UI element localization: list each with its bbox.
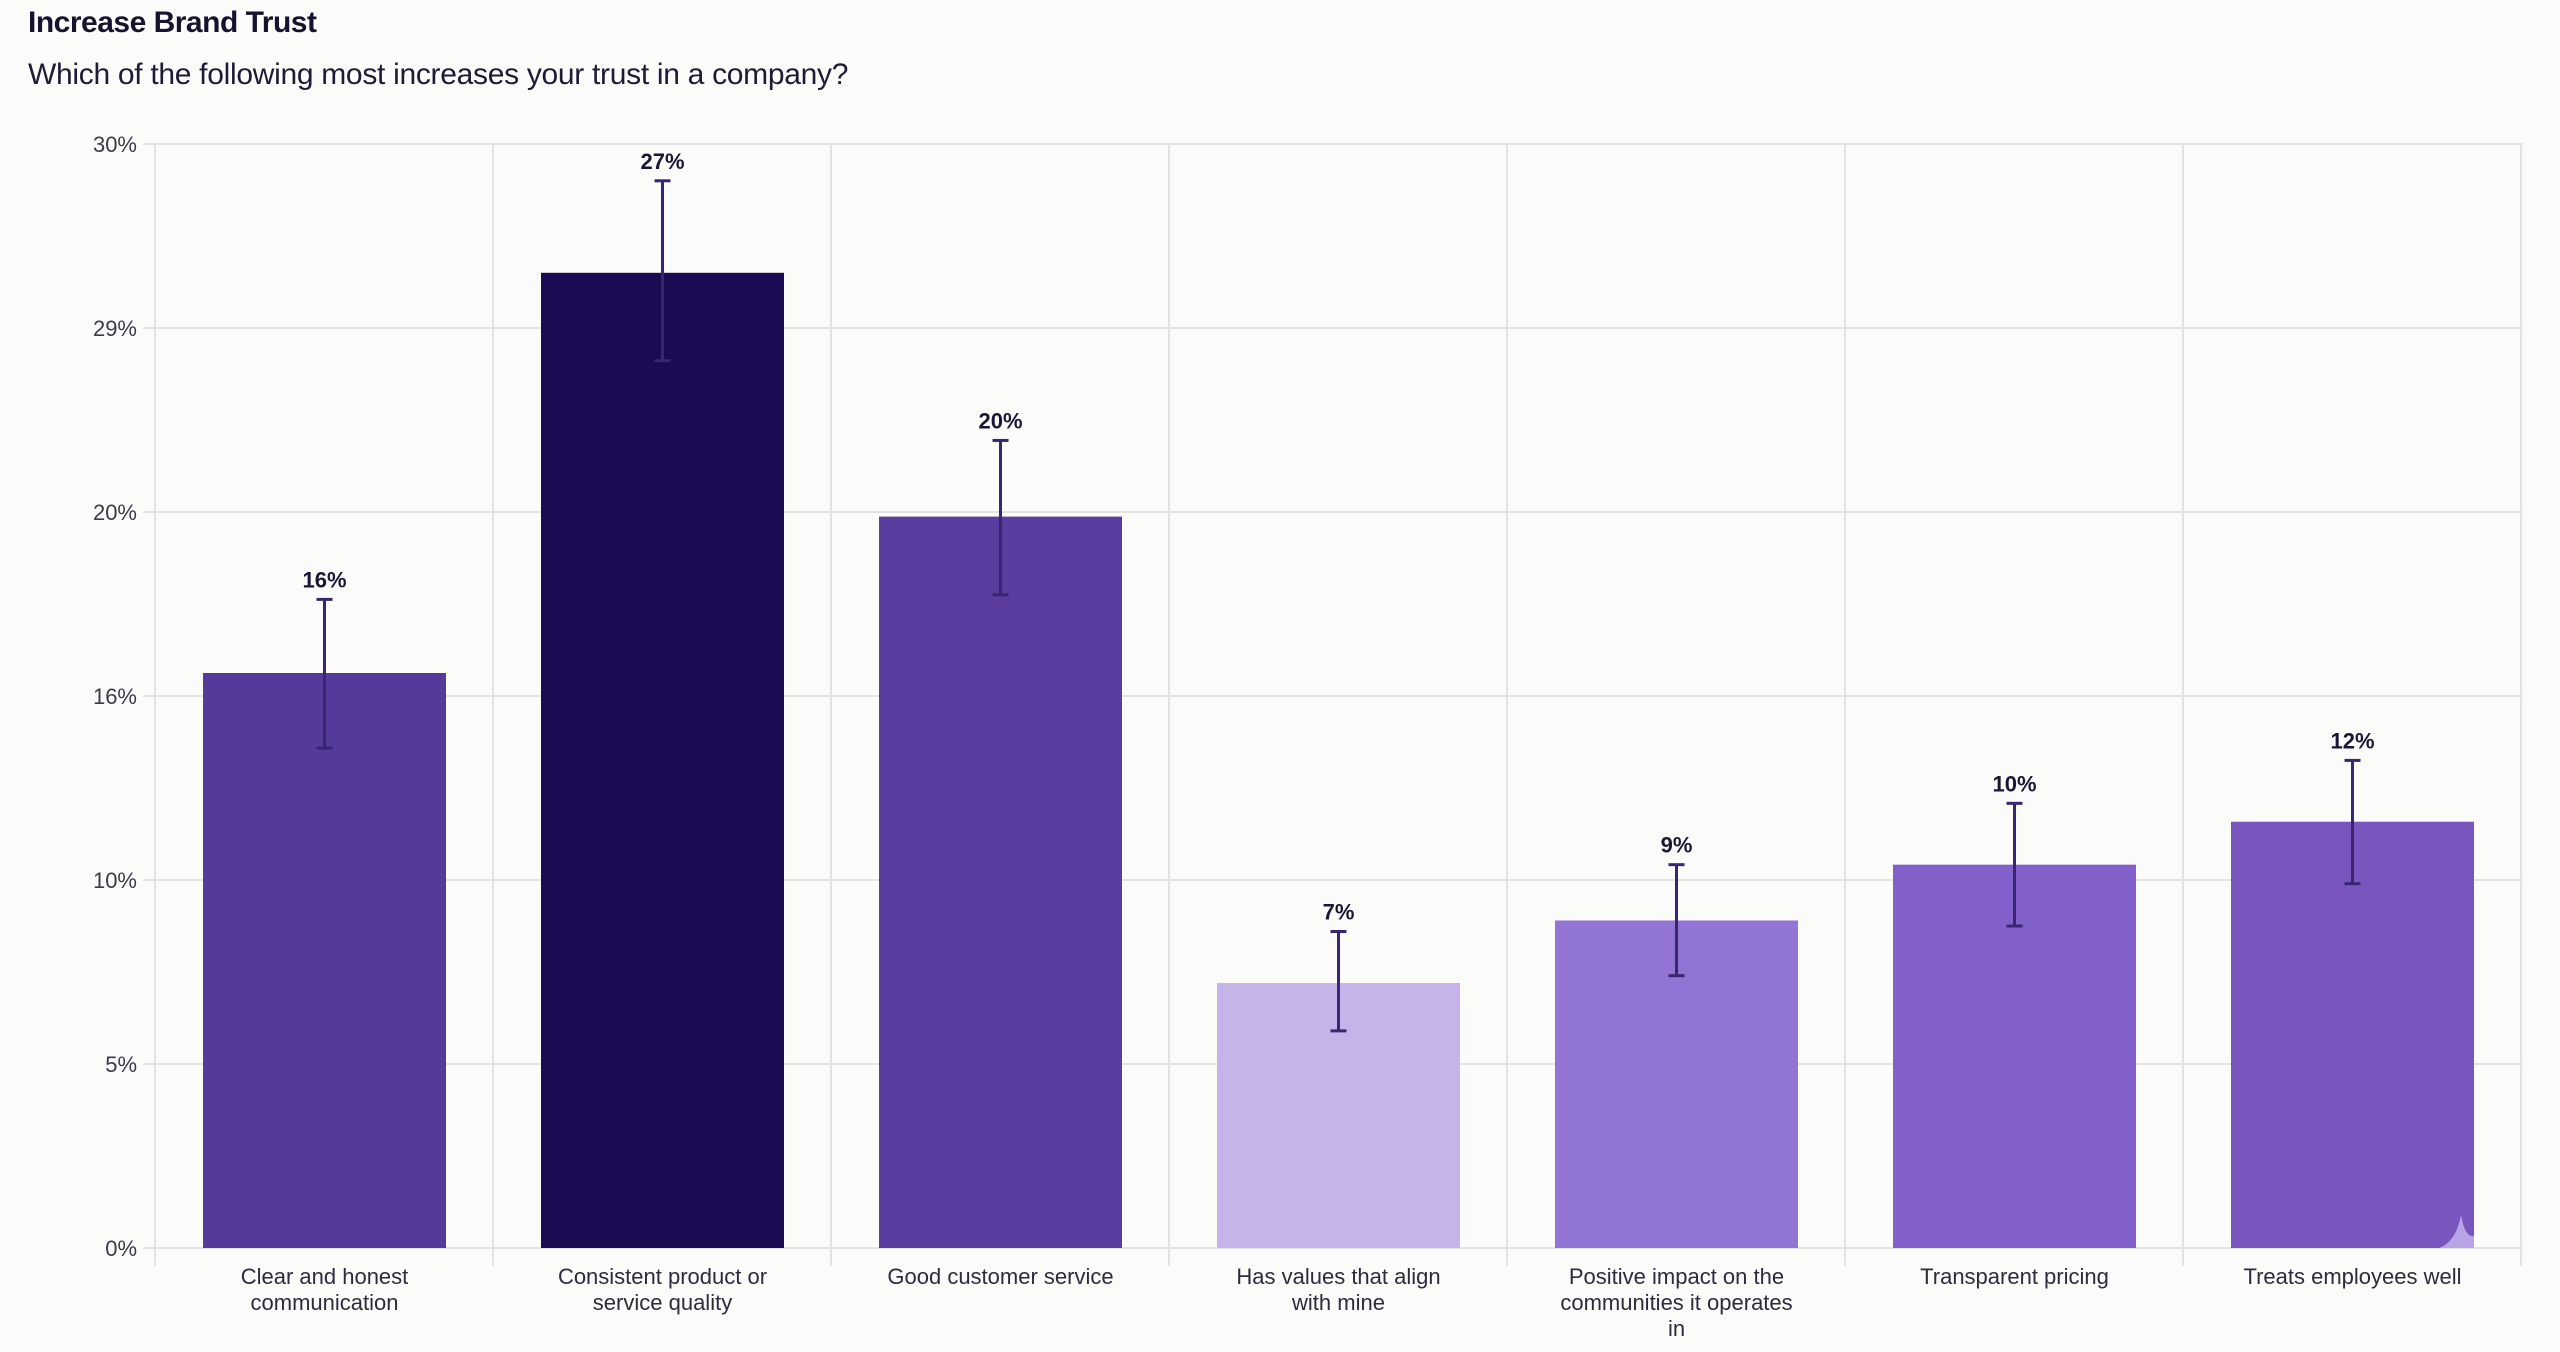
- bar: [2231, 821, 2474, 1248]
- y-axis-tick-labels: 0% 5% 10% 16% 20% 29% 30%: [93, 132, 137, 1261]
- data-label: 10%: [1992, 771, 2036, 796]
- chart-title: Increase Brand Trust: [28, 6, 317, 39]
- y-tick-label: 20%: [93, 500, 137, 525]
- y-tick-label: 16%: [93, 684, 137, 709]
- bar: [541, 272, 784, 1248]
- y-tick-label: 5%: [105, 1052, 137, 1077]
- bar: [203, 673, 446, 1248]
- error-bar: [2006, 801, 2023, 928]
- y-tick-label: 29%: [93, 316, 137, 341]
- x-tick-label: Good customer service: [887, 1264, 1113, 1289]
- vertical-gridlines: [154, 144, 2522, 1266]
- bar: [1893, 864, 2136, 1248]
- x-tick-label: Consistent product or service quality: [558, 1264, 767, 1315]
- y-tick-label: 10%: [93, 868, 137, 893]
- data-labels: 16% 27% 20% 7% 9% 10% 12%: [302, 149, 2374, 925]
- data-label: 7%: [1323, 900, 1355, 925]
- y-tick-label: 0%: [105, 1236, 137, 1261]
- bars: [203, 272, 2474, 1248]
- x-tick-label: Positive impact on the communities it ope…: [1560, 1264, 1792, 1341]
- data-label: 27%: [640, 149, 684, 174]
- x-tick-label: Has values that align with mine: [1236, 1264, 1440, 1315]
- error-bar: [1330, 930, 1347, 1033]
- data-label: 20%: [978, 408, 1022, 433]
- error-bars: [316, 179, 2361, 1033]
- error-bar: [992, 438, 1009, 597]
- bar: [879, 516, 1122, 1248]
- x-tick-label: Transparent pricing: [1920, 1264, 2109, 1289]
- x-axis-labels: Clear and honest communication Consistent …: [241, 1264, 2462, 1341]
- x-tick-label: Treats employees well: [2243, 1264, 2461, 1289]
- data-label: 9%: [1661, 833, 1693, 858]
- bar-corner-accent: [2439, 1215, 2474, 1248]
- y-tick-label: 30%: [93, 132, 137, 157]
- error-bar: [316, 597, 333, 750]
- error-bar: [1668, 863, 1685, 978]
- error-bar: [654, 179, 671, 363]
- data-label: 16%: [302, 567, 346, 592]
- chart-subtitle: Which of the following most increases yo…: [28, 58, 849, 91]
- x-tick-label: Clear and honest communication: [241, 1264, 409, 1315]
- data-label: 12%: [2330, 728, 2374, 753]
- error-bar: [2344, 758, 2361, 886]
